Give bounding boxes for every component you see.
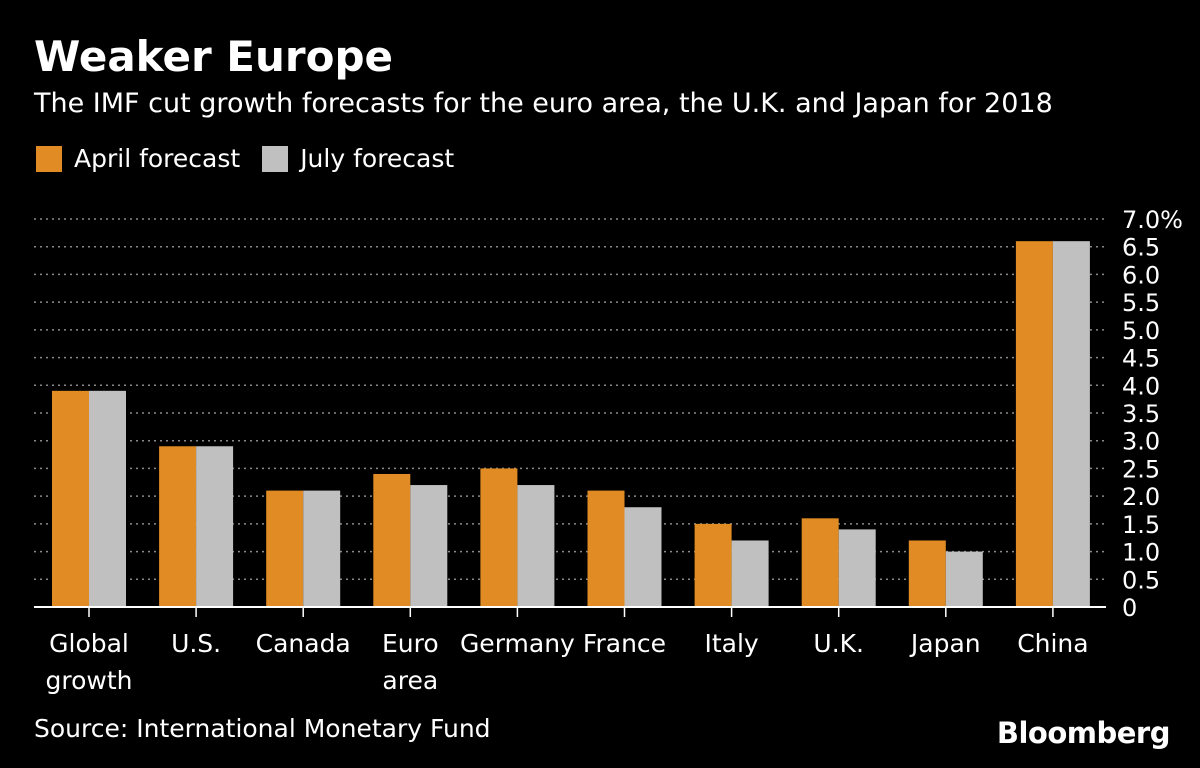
legend: April forecast July forecast [36,144,476,173]
bar-july [731,540,769,607]
x-tick-label: Canada [256,629,351,658]
x-tick-label: area [382,666,438,695]
bar-july [89,390,126,607]
legend-swatch-july [262,145,289,172]
chart-subtitle: The IMF cut growth forecasts for the eur… [34,88,1053,119]
x-tick-label: France [583,629,666,658]
y-tick-label: 0 [1122,594,1137,622]
bar-april [266,490,304,607]
bar-april [694,523,732,607]
y-tick-label: 5.0 [1122,317,1160,345]
bar-july [624,507,662,607]
y-tick-label: 0.5 [1122,566,1160,594]
x-tick-label: Italy [704,629,758,658]
legend-item-april: April forecast [36,144,240,173]
bar-april [1015,241,1053,607]
x-tick-label: U.S. [171,629,221,658]
bar-july [1052,241,1090,607]
y-tick-label: 2.5 [1122,455,1160,483]
bar-july [303,490,341,607]
x-tick-label: U.K. [813,629,864,658]
bar-april [908,540,946,607]
y-tick-label: 3.0 [1122,428,1160,456]
bar-april [587,490,625,607]
bar-april [373,473,411,607]
legend-item-july: July forecast [262,144,454,173]
source-note: Source: International Monetary Fund [34,714,491,743]
legend-swatch-april [36,145,62,172]
chart-title: Weaker Europe [34,32,393,81]
y-tick-label: 7.0% [1122,206,1183,234]
y-tick-label: 2.0 [1122,483,1160,511]
bar-april [480,468,518,607]
y-tick-label: 3.5 [1122,400,1160,428]
bar-july [517,485,555,607]
y-tick-label: 6.0 [1122,261,1160,289]
x-tick-label: Germany [460,629,575,658]
bar-july [945,551,983,607]
legend-label-july: July forecast [300,144,455,173]
x-tick-label: China [1017,629,1088,658]
bar-july [838,529,876,607]
bloomberg-logo: Bloomberg [996,716,1171,750]
bar-april [159,446,197,607]
y-tick-label: 4.5 [1122,345,1160,373]
x-tick-label: Global [49,629,129,658]
y-tick-label: 1.5 [1122,511,1160,539]
y-tick-label: 4.0 [1122,372,1160,400]
legend-label-april: April forecast [74,144,241,173]
bar-july [196,446,234,607]
y-tick-label: 5.5 [1122,289,1160,317]
y-tick-label: 6.5 [1122,234,1160,262]
bar-april [801,518,839,607]
bar-july [410,485,448,607]
x-tick-label: Euro [382,629,439,658]
x-tick-label: growth [46,666,133,695]
bar-april [52,390,89,607]
y-tick-label: 1.0 [1122,539,1160,567]
x-tick-label: Japan [909,629,981,658]
